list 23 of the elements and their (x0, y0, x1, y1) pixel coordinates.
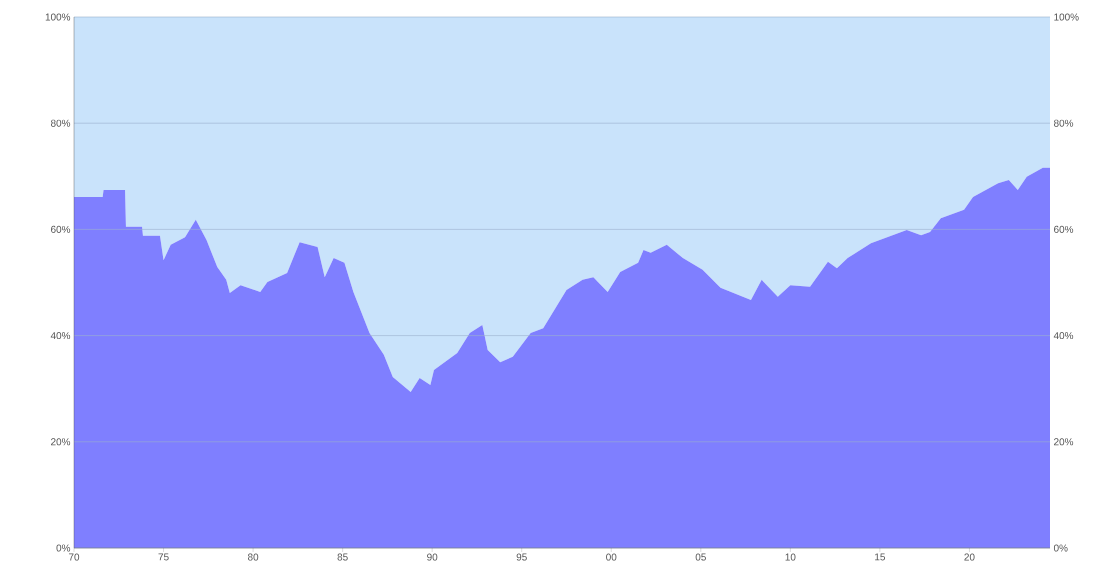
x-tick-label: 10 (785, 553, 796, 561)
y2-tick-label: 20% (1054, 438, 1074, 446)
y-tick-label: 60% (51, 225, 71, 233)
x-tick-label: 80 (247, 553, 259, 561)
y2-tick-label: 80% (1053, 119, 1074, 127)
y-tick-label: 80% (50, 119, 71, 127)
x-tick-label: 70 (68, 553, 80, 561)
y-tick-label: 20% (51, 438, 71, 446)
x-tick-label: 00 (606, 553, 617, 561)
y2-tick-label: 100% (1054, 13, 1079, 21)
x-tick-label: 20 (964, 553, 975, 561)
x-tick-label: 90 (427, 553, 438, 561)
x-tick-label: 05 (695, 553, 706, 561)
y2-tick-label: 0% (1053, 544, 1068, 552)
y-tick-label: 100% (45, 13, 71, 21)
x-tick-label: 95 (516, 553, 527, 561)
x-tick-label: 85 (337, 553, 348, 561)
x-tick-label: 15 (875, 553, 886, 561)
y2-tick-label: 40% (1053, 332, 1074, 340)
y2-tick-label: 60% (1054, 225, 1074, 233)
y-tick-label: 0% (56, 544, 71, 552)
x-tick-label: 75 (158, 553, 169, 561)
y-tick-label: 40% (50, 332, 71, 340)
